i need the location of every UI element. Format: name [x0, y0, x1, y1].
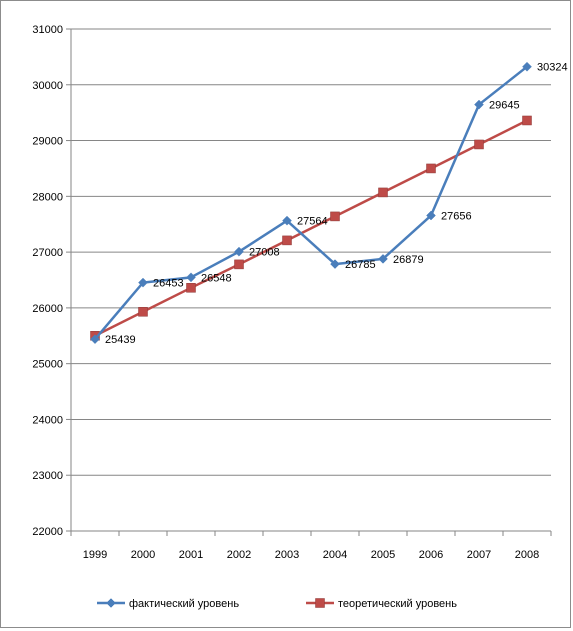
theoretical-point [426, 163, 436, 174]
data-label: 29645 [489, 100, 520, 112]
y-tick-label: 31000 [32, 24, 63, 36]
y-tick-label: 22000 [32, 526, 63, 538]
axes [66, 28, 552, 536]
legend-actual-label: фактический уровень [129, 598, 239, 610]
series-line-theoretical [94, 119, 528, 337]
actual-point [474, 99, 484, 110]
actual-point [138, 277, 148, 288]
y-tick-label: 28000 [32, 191, 63, 203]
x-tick-label: 2007 [467, 549, 491, 561]
x-tick-label: 2008 [515, 549, 539, 561]
data-label: 26453 [153, 278, 184, 290]
theoretical-point [186, 283, 196, 293]
theoretical-point [282, 235, 292, 246]
x-tick-label: 2006 [419, 549, 443, 561]
y-tick-label: 27000 [32, 247, 63, 259]
actual-point [522, 61, 532, 72]
actual-point [90, 334, 100, 345]
y-tick-label: 23000 [32, 470, 63, 482]
actual-point [234, 246, 244, 257]
x-tick-label: 2001 [179, 549, 203, 561]
y-tick-label: 25000 [32, 359, 63, 371]
actual-point [378, 254, 388, 264]
theoretical-point [474, 139, 484, 150]
x-tick-label: 2005 [371, 549, 395, 561]
actual-point [426, 210, 436, 221]
x-tick-label: 2000 [131, 549, 155, 561]
data-label: 26879 [393, 254, 424, 266]
x-tick-labels: 1999 2000 2001 2002 2003 2004 2005 2006 2007 2008 [83, 549, 539, 561]
theoretical-point [522, 115, 532, 126]
x-tick-label: 1999 [83, 549, 107, 561]
legend-actual-marker [106, 598, 116, 608]
series-line-actual [94, 65, 528, 340]
actual-point [282, 215, 292, 226]
x-tick-label: 2004 [323, 549, 347, 561]
data-label: 26548 [201, 272, 232, 284]
y-tick-label: 26000 [32, 303, 63, 315]
y-tick-labels: 22000 23000 24000 25000 26000 27000 28000 29000… [32, 24, 63, 538]
y-tick-label: 24000 [32, 414, 63, 426]
actual-point [186, 272, 196, 283]
x-tick-label: 2003 [275, 549, 299, 561]
data-label: 27656 [441, 211, 472, 223]
y-tick-label: 29000 [32, 136, 63, 148]
theoretical-point [378, 187, 388, 198]
theoretical-point [138, 307, 148, 317]
data-label: 26785 [345, 259, 376, 271]
theoretical-point [234, 259, 244, 270]
y-tick-label: 30000 [32, 80, 63, 92]
theoretical-point [330, 211, 340, 222]
legend: фактический уровень теоретический уровень [97, 598, 457, 610]
data-label: 27008 [249, 247, 280, 259]
data-label: 27564 [297, 216, 328, 228]
legend-theoretical-label: теоретический уровень [338, 598, 457, 610]
x-tick-label: 2002 [227, 549, 251, 561]
actual-point [330, 259, 340, 269]
data-label: 25439 [105, 334, 136, 346]
data-label: 30324 [537, 62, 568, 74]
data-labels: 25439 26453 26548 27008 27564 26785 26879 27656… [105, 62, 568, 346]
legend-theoretical-marker [315, 598, 325, 608]
series-lines [90, 61, 532, 345]
gridlines [71, 28, 551, 476]
